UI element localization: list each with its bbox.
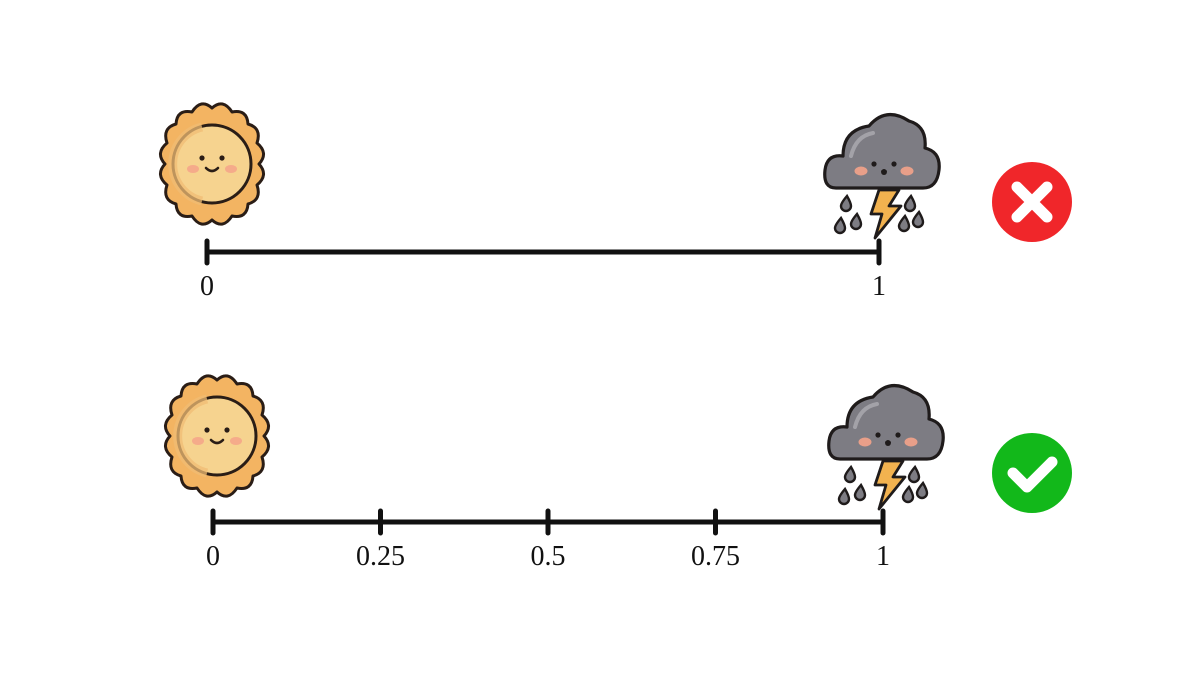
cross-icon <box>992 162 1072 242</box>
check-icon <box>992 433 1072 513</box>
storm-cloud-icon <box>826 383 946 511</box>
sun-icon <box>160 104 263 224</box>
tick-label: 1 <box>876 541 890 572</box>
tick-label: 0.75 <box>691 541 740 572</box>
number-line: 0 0.25 0.5 0.75 1 <box>206 508 890 572</box>
tick-label: 0.5 <box>531 541 566 572</box>
tick-label: 0 <box>200 271 214 302</box>
tick-label: 0 <box>206 541 220 572</box>
tick-label: 1 <box>872 271 886 302</box>
storm-cloud-icon <box>822 112 942 240</box>
scale-row-continuous: 0 0.25 0.5 0.75 1 <box>165 376 1072 572</box>
tick-label: 0.25 <box>356 541 405 572</box>
sun-icon <box>165 376 268 496</box>
